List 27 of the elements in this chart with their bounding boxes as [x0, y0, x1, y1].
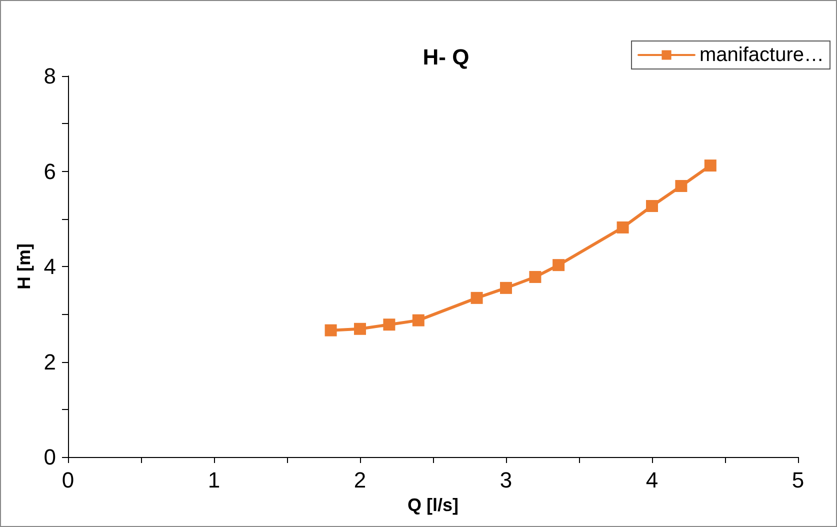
x-tick-label: 1	[208, 468, 220, 492]
point	[412, 314, 424, 326]
point	[383, 318, 396, 331]
point	[704, 160, 716, 172]
legend-label: manifacture…	[700, 44, 824, 66]
point	[324, 324, 337, 336]
y-tick-label: 0	[44, 444, 56, 470]
y-tick-label: 2	[44, 349, 56, 374]
x-axis-title: Q [l/s]	[407, 494, 459, 515]
y-axis-title: H [m]	[14, 244, 34, 290]
point	[675, 180, 688, 192]
point	[500, 282, 512, 294]
point	[552, 259, 565, 272]
chart-title: H- Q	[422, 44, 470, 70]
point	[470, 292, 483, 304]
y-tick-label: 8	[44, 64, 56, 88]
y-tick-label: 4	[44, 254, 56, 279]
point	[529, 270, 542, 283]
y-tick-label: 6	[44, 158, 56, 184]
x-tick-label: 3	[500, 468, 512, 492]
point	[616, 221, 629, 234]
point	[646, 200, 658, 212]
x-tick-label: 5	[792, 468, 804, 492]
x-tick-label: 0	[62, 468, 74, 492]
x-tick-label: 4	[646, 468, 658, 492]
point	[354, 322, 366, 335]
x-tick-label: 2	[354, 468, 366, 492]
